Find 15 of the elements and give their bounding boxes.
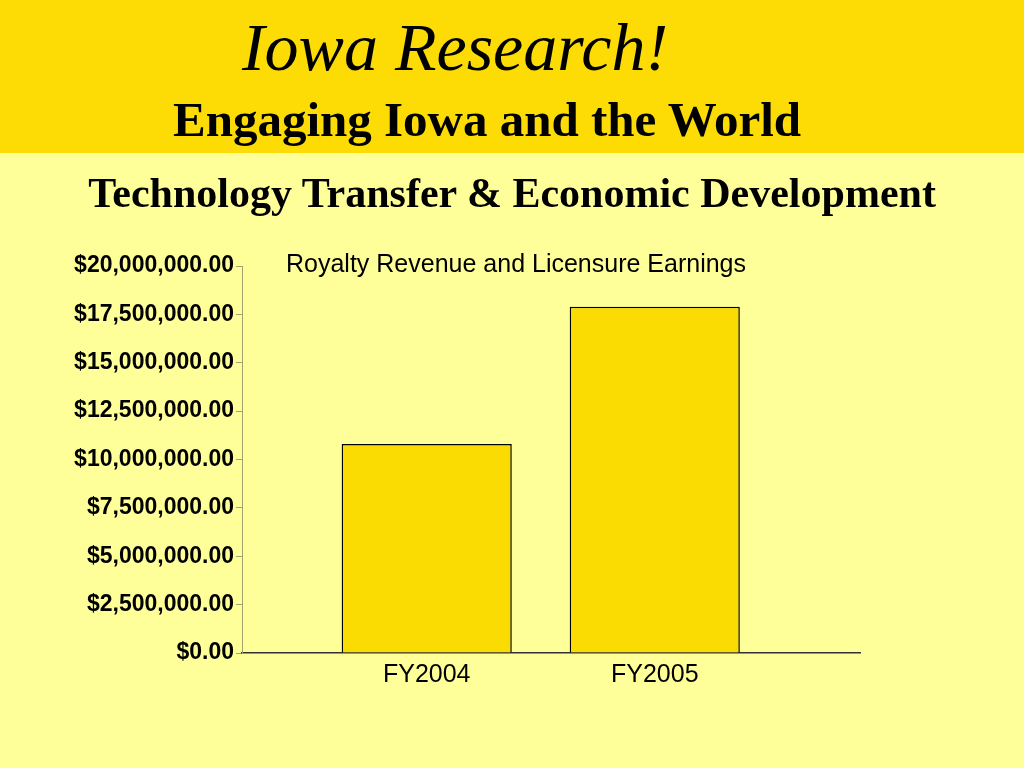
x-tick-label: FY2004 xyxy=(382,658,471,687)
y-tick-label: $15,000,000.00 xyxy=(74,348,234,375)
chart-subtitle: Technology Transfer & Economic Development xyxy=(88,169,936,217)
chart-title: Royalty Revenue and Licensure Earnings xyxy=(286,248,746,278)
y-tick-label: $10,000,000.00 xyxy=(74,444,234,471)
y-tick-label: $7,500,000.00 xyxy=(86,493,234,520)
y-tick-label: $5,000,000.00 xyxy=(86,541,234,568)
x-tick-label: FY2005 xyxy=(610,658,699,687)
y-tick-label: $0.00 xyxy=(176,638,234,665)
y-tick-label: $2,500,000.00 xyxy=(86,589,234,616)
text: Iowa Research! xyxy=(241,9,669,85)
y-tick-label: $20,000,000.00 xyxy=(74,251,234,278)
y-tick-label: $12,500,000.00 xyxy=(74,396,234,423)
y-tick-label: $17,500,000.00 xyxy=(74,299,234,326)
text: Engaging Iowa and the World xyxy=(172,92,802,148)
